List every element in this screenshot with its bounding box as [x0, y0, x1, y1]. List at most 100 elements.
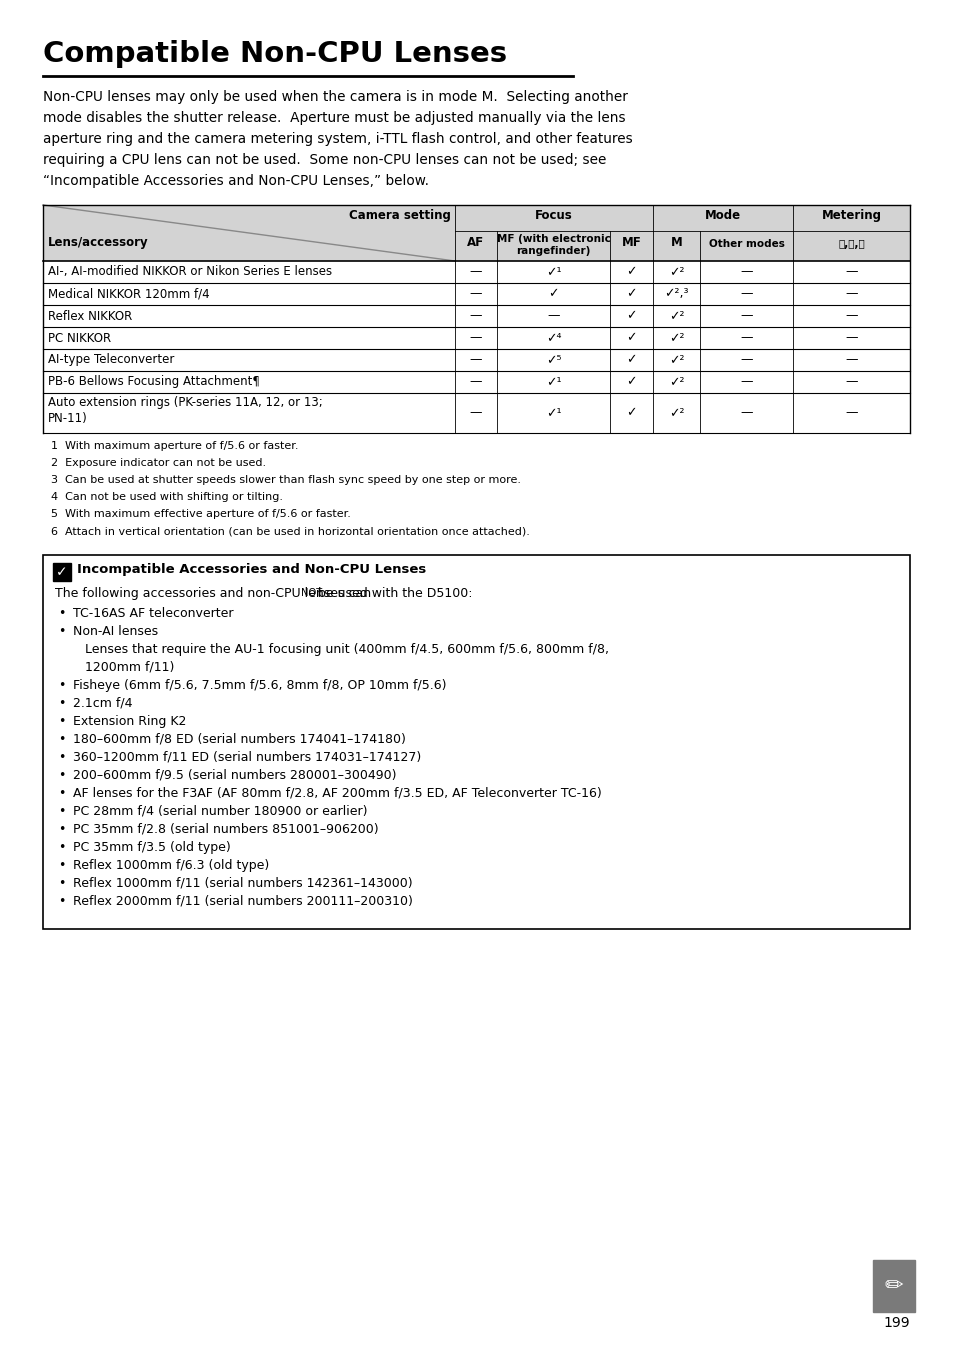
Text: ✓: ✓: [625, 353, 636, 366]
Text: —: —: [740, 331, 752, 345]
Text: •: •: [58, 679, 66, 692]
Text: 2.1cm f/4: 2.1cm f/4: [73, 698, 132, 710]
Text: ✓: ✓: [56, 565, 68, 579]
Bar: [43, 206, 909, 261]
Text: ✓: ✓: [625, 331, 636, 345]
Text: PC NIKKOR: PC NIKKOR: [48, 331, 111, 345]
Text: ✓¹: ✓¹: [545, 265, 560, 279]
Text: Non-AI lenses: Non-AI lenses: [73, 625, 158, 638]
Text: —: —: [844, 353, 857, 366]
Text: •: •: [58, 750, 66, 764]
Text: 6  Attach in vertical orientation (can be used in horizontal orientation once at: 6 Attach in vertical orientation (can be…: [51, 526, 529, 535]
Bar: [43, 393, 909, 433]
Bar: [43, 283, 909, 306]
Text: •: •: [58, 859, 66, 872]
Text: —: —: [740, 407, 752, 419]
Text: 200–600mm f/9.5 (serial numbers 280001–300490): 200–600mm f/9.5 (serial numbers 280001–3…: [73, 769, 396, 781]
Text: Compatible Non-CPU Lenses: Compatible Non-CPU Lenses: [43, 41, 507, 68]
Text: —: —: [469, 288, 482, 300]
Text: —: —: [844, 310, 857, 323]
Text: Extension Ring K2: Extension Ring K2: [73, 715, 186, 727]
Text: be used with the D5100:: be used with the D5100:: [314, 587, 472, 600]
Text: 360–1200mm f/11 ED (serial numbers 174031–174127): 360–1200mm f/11 ED (serial numbers 17403…: [73, 750, 421, 764]
Text: ✓²,³: ✓²,³: [663, 288, 688, 300]
Text: PC 35mm f/2.8 (serial numbers 851001–906200): PC 35mm f/2.8 (serial numbers 851001–906…: [73, 823, 378, 836]
Text: ✓⁴: ✓⁴: [545, 331, 560, 345]
Text: Auto extension rings (PK-series 11A, 12, or 13;: Auto extension rings (PK-series 11A, 12,…: [48, 396, 322, 410]
Text: Reflex NIKKOR: Reflex NIKKOR: [48, 310, 132, 323]
Text: —: —: [469, 310, 482, 323]
Text: Incompatible Accessories and Non-CPU Lenses: Incompatible Accessories and Non-CPU Len…: [77, 562, 426, 576]
Text: requiring a CPU lens can not be used.  Some non-CPU lenses can not be used; see: requiring a CPU lens can not be used. So…: [43, 153, 606, 168]
Text: —: —: [469, 265, 482, 279]
Text: —: —: [469, 353, 482, 366]
Text: ✓: ✓: [548, 288, 558, 300]
Text: Focus: Focus: [535, 210, 572, 222]
Text: ✓²: ✓²: [668, 407, 683, 419]
Text: ✓²: ✓²: [668, 376, 683, 388]
Text: —: —: [740, 265, 752, 279]
Bar: [43, 349, 909, 370]
Text: PB-6 Bellows Focusing Attachment¶: PB-6 Bellows Focusing Attachment¶: [48, 376, 259, 388]
Text: ✓¹: ✓¹: [545, 407, 560, 419]
Text: ✓: ✓: [625, 265, 636, 279]
Bar: [43, 306, 909, 327]
Text: •: •: [58, 698, 66, 710]
Text: Other modes: Other modes: [708, 239, 783, 249]
Bar: [872, 1260, 914, 1311]
Text: 4  Can not be used with shifting or tilting.: 4 Can not be used with shifting or tilti…: [51, 492, 283, 502]
Text: 3  Can be used at shutter speeds slower than flash sync speed by one step or mor: 3 Can be used at shutter speeds slower t…: [51, 475, 520, 485]
Text: Lens/accessory: Lens/accessory: [48, 237, 149, 249]
Text: ✓²: ✓²: [668, 331, 683, 345]
Text: •: •: [58, 733, 66, 746]
Text: ✓: ✓: [625, 310, 636, 323]
Text: 199: 199: [882, 1315, 909, 1330]
Text: —: —: [469, 376, 482, 388]
Text: Camera setting: Camera setting: [349, 210, 451, 222]
Text: —: —: [740, 376, 752, 388]
Text: •: •: [58, 804, 66, 818]
Text: •: •: [58, 625, 66, 638]
Text: AI-, AI-modified NIKKOR or Nikon Series E lenses: AI-, AI-modified NIKKOR or Nikon Series …: [48, 265, 332, 279]
Text: Mode: Mode: [704, 210, 740, 222]
Text: ✓²: ✓²: [668, 310, 683, 323]
Text: NOT: NOT: [300, 588, 322, 599]
Text: ✓²: ✓²: [668, 353, 683, 366]
Text: mode disables the shutter release.  Aperture must be adjusted manually via the l: mode disables the shutter release. Apert…: [43, 111, 625, 124]
Bar: [43, 370, 909, 393]
Text: •: •: [58, 769, 66, 781]
Text: —: —: [740, 310, 752, 323]
Text: —: —: [844, 407, 857, 419]
Text: PC 35mm f/3.5 (old type): PC 35mm f/3.5 (old type): [73, 841, 231, 854]
Text: —: —: [547, 310, 559, 323]
Text: Reflex 1000mm f/11 (serial numbers 142361–143000): Reflex 1000mm f/11 (serial numbers 14236…: [73, 877, 413, 890]
Text: 5  With maximum effective aperture of f/5.6 or faster.: 5 With maximum effective aperture of f/5…: [51, 508, 351, 519]
Text: •: •: [58, 841, 66, 854]
Text: •: •: [58, 715, 66, 727]
Bar: [43, 556, 909, 929]
Text: Reflex 2000mm f/11 (serial numbers 200111–200310): Reflex 2000mm f/11 (serial numbers 20011…: [73, 895, 413, 909]
Text: Reflex 1000mm f/6.3 (old type): Reflex 1000mm f/6.3 (old type): [73, 859, 269, 872]
Text: PC 28mm f/4 (serial number 180900 or earlier): PC 28mm f/4 (serial number 180900 or ear…: [73, 804, 367, 818]
Text: ✓: ✓: [625, 407, 636, 419]
Text: MF (with electronic: MF (with electronic: [497, 234, 610, 243]
Text: Lenses that require the AU-1 focusing unit (400mm f/4.5, 600mm f/5.6, 800mm f/8,: Lenses that require the AU-1 focusing un…: [85, 644, 608, 656]
Text: —: —: [469, 331, 482, 345]
Text: —: —: [844, 376, 857, 388]
Text: ✓: ✓: [625, 288, 636, 300]
Text: —: —: [740, 288, 752, 300]
Text: —: —: [844, 288, 857, 300]
Text: —: —: [469, 407, 482, 419]
Text: Fisheye (6mm f/5.6, 7.5mm f/5.6, 8mm f/8, OP 10mm f/5.6): Fisheye (6mm f/5.6, 7.5mm f/5.6, 8mm f/8…: [73, 679, 446, 692]
Text: PN-11): PN-11): [48, 412, 88, 425]
Text: •: •: [58, 787, 66, 800]
Text: Metering: Metering: [821, 210, 881, 222]
Text: M: M: [670, 237, 681, 249]
Bar: [53, 562, 71, 581]
Text: aperture ring and the camera metering system, i-TTL flash control, and other fea: aperture ring and the camera metering sy…: [43, 132, 632, 146]
Text: ✓¹: ✓¹: [545, 376, 560, 388]
Text: rangefinder): rangefinder): [516, 246, 590, 256]
Text: 1  With maximum aperture of f/5.6 or faster.: 1 With maximum aperture of f/5.6 or fast…: [51, 441, 298, 452]
Bar: [43, 261, 909, 283]
Text: AI-type Teleconverter: AI-type Teleconverter: [48, 353, 174, 366]
